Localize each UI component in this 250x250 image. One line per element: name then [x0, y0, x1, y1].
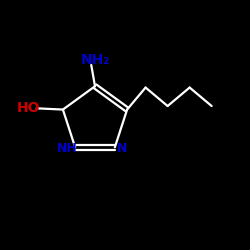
Text: N: N	[117, 142, 127, 155]
Text: NH₂: NH₂	[81, 52, 110, 66]
Text: NH: NH	[57, 142, 78, 155]
Text: HO: HO	[17, 101, 40, 115]
